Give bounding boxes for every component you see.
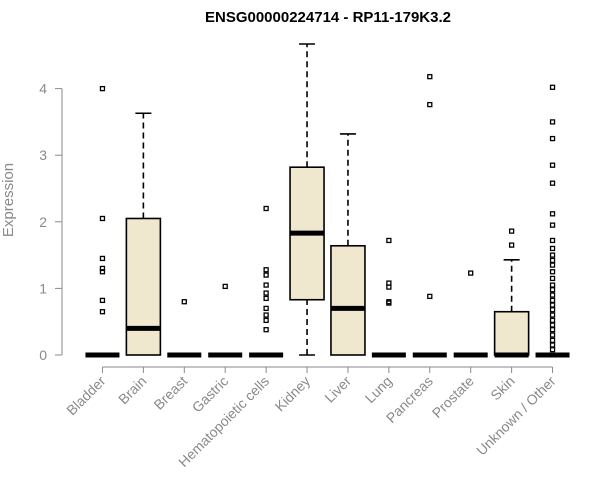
box-body bbox=[330, 244, 366, 356]
outlier-point bbox=[549, 297, 556, 304]
outlier-point bbox=[549, 332, 556, 338]
outlier-point bbox=[263, 305, 269, 312]
outlier-point bbox=[549, 222, 556, 228]
outlier-point bbox=[263, 205, 269, 212]
y-tick-label: 2 bbox=[39, 214, 47, 230]
x-tick-label: Kidney bbox=[272, 373, 314, 415]
outlier-point bbox=[427, 101, 433, 108]
y-axis: 0 1 2 3 4 bbox=[39, 81, 63, 363]
box-gastric bbox=[208, 283, 243, 358]
y-tick-label: 0 bbox=[39, 347, 47, 363]
x-tick-label: Skin bbox=[487, 373, 518, 404]
outlier-point bbox=[549, 252, 556, 258]
outlier-point bbox=[549, 312, 556, 318]
outlier-point bbox=[549, 292, 556, 298]
outlier-point bbox=[549, 180, 556, 186]
outlier-point bbox=[549, 342, 556, 348]
box-bladder bbox=[85, 85, 120, 358]
outlier-point bbox=[549, 275, 556, 282]
outlier-point bbox=[549, 211, 556, 217]
outlier-point bbox=[263, 312, 269, 318]
outlier-point bbox=[222, 283, 228, 290]
x-tick-label: Breast bbox=[150, 373, 190, 413]
outlier-point bbox=[549, 327, 556, 333]
outlier-point bbox=[549, 84, 556, 90]
box-hematopoietic-cells bbox=[249, 205, 284, 358]
box-body bbox=[493, 310, 530, 356]
outlier-point bbox=[549, 135, 556, 142]
box-body bbox=[125, 217, 162, 356]
outlier-point bbox=[263, 272, 269, 278]
outlier-point bbox=[99, 215, 106, 222]
outlier-point bbox=[181, 299, 187, 305]
outlier-point bbox=[549, 322, 556, 328]
chart-title: ENSG00000224714 - RP11-179K3.2 bbox=[205, 9, 451, 26]
outlier-point bbox=[549, 317, 556, 324]
outlier-point bbox=[508, 228, 515, 234]
outlier-point bbox=[549, 257, 556, 264]
outlier-point bbox=[99, 269, 106, 275]
outlier-point bbox=[549, 119, 556, 125]
outlier-point bbox=[549, 347, 556, 353]
y-tick-label: 3 bbox=[39, 147, 47, 163]
outlier-point bbox=[263, 282, 269, 288]
box-unknown-other bbox=[535, 84, 570, 358]
box-kidney bbox=[289, 43, 325, 356]
outlier-point bbox=[468, 270, 474, 276]
box-brain bbox=[125, 112, 162, 356]
outlier-point bbox=[427, 293, 433, 300]
x-tick-label: Brain bbox=[115, 373, 149, 407]
outlier-point bbox=[508, 242, 515, 248]
y-tick-label: 4 bbox=[39, 81, 47, 97]
box-lung bbox=[371, 237, 406, 358]
outlier-point bbox=[99, 265, 106, 272]
outlier-point bbox=[99, 309, 106, 315]
outlier-point bbox=[549, 269, 556, 275]
outlier-point bbox=[263, 295, 269, 302]
outlier-point bbox=[427, 73, 433, 80]
outlier-point bbox=[99, 297, 106, 304]
box-breast bbox=[167, 299, 202, 358]
outlier-point bbox=[386, 284, 392, 290]
outlier-point bbox=[549, 237, 556, 244]
outlier-point bbox=[549, 162, 556, 168]
outlier-point bbox=[99, 85, 106, 92]
outlier-point bbox=[386, 237, 392, 244]
box-skin bbox=[493, 228, 530, 358]
box-pancreas bbox=[412, 73, 447, 358]
outlier-point bbox=[549, 337, 556, 343]
outlier-point bbox=[549, 262, 556, 268]
y-tick-label: 1 bbox=[39, 280, 47, 296]
outlier-point bbox=[549, 302, 556, 308]
outlier-point bbox=[549, 245, 556, 252]
outlier-point bbox=[549, 287, 556, 293]
outlier-point bbox=[263, 317, 269, 324]
outlier-point bbox=[549, 307, 556, 313]
outlier-point bbox=[263, 327, 269, 333]
outlier-point bbox=[386, 300, 392, 306]
x-tick-label: Prostate bbox=[429, 373, 477, 421]
x-tick-label: Liver bbox=[321, 373, 354, 406]
y-axis-label: Expression bbox=[0, 163, 17, 237]
outlier-point bbox=[263, 267, 269, 273]
outlier-point bbox=[263, 290, 269, 296]
box-liver bbox=[330, 133, 366, 356]
box-prostate bbox=[453, 270, 488, 358]
outlier-point bbox=[549, 282, 556, 288]
boxes bbox=[85, 43, 570, 358]
x-tick-label: Bladder bbox=[63, 373, 109, 419]
outlier-point bbox=[99, 255, 106, 262]
x-tick-label: Lung bbox=[362, 373, 395, 406]
